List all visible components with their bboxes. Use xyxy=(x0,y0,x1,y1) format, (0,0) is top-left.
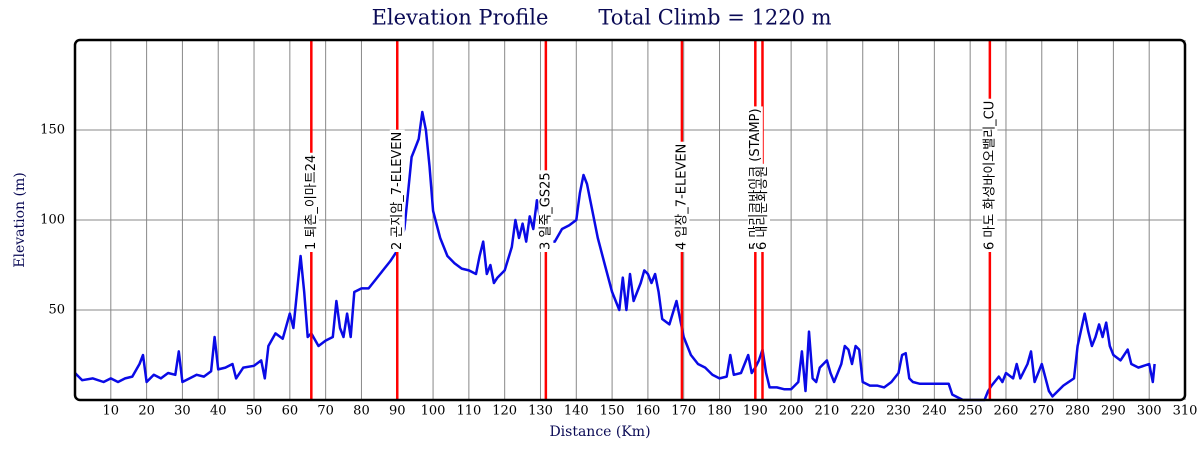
checkpoint-label-group: 6 내리문화공원 xyxy=(755,164,770,252)
x-tick-label: 20 xyxy=(138,404,155,419)
x-tick-label: 310 xyxy=(1173,404,1198,419)
chart-subtitle: Total Climb = 1220 m xyxy=(598,6,831,30)
x-tick-label: 260 xyxy=(994,404,1019,419)
checkpoint-label-group: 3 일죽_GS25 xyxy=(538,170,553,252)
x-tick-label: 160 xyxy=(635,404,660,419)
chart-title: Elevation Profile xyxy=(372,6,549,30)
x-tick-label: 170 xyxy=(671,404,696,419)
x-tick-label: 270 xyxy=(1029,404,1054,419)
x-tick-label: 280 xyxy=(1065,404,1090,419)
y-tick-label: 50 xyxy=(48,303,65,318)
checkpoint-label: 6 마도 화성바이오밸리_CU xyxy=(982,101,997,250)
x-tick-label: 290 xyxy=(1101,404,1126,419)
x-tick-label: 100 xyxy=(421,404,446,419)
x-tick-label: 60 xyxy=(282,404,299,419)
checkpoint-label-group: 4 입장_7-ELEVEN xyxy=(674,142,689,252)
x-tick-label: 40 xyxy=(210,404,227,419)
y-axis-label: Elevation (m) xyxy=(12,172,28,267)
x-tick-label: 90 xyxy=(389,404,406,419)
x-tick-label: 50 xyxy=(246,404,263,419)
x-tick-label: 120 xyxy=(492,404,517,419)
checkpoint-label-group: 6 마도 화성바이오밸리_CU xyxy=(982,99,997,252)
x-tick-label: 300 xyxy=(1137,404,1162,419)
x-tick-label: 30 xyxy=(174,404,191,419)
checkpoint-label-group: 1 퇴촌_이마트24 xyxy=(304,153,319,252)
checkpoint-label-group: 2 곤지암_7-ELEVEN xyxy=(390,130,405,252)
x-tick-label: 140 xyxy=(564,404,589,419)
x-tick-label: 130 xyxy=(528,404,553,419)
y-tick-label: 150 xyxy=(40,123,65,138)
x-tick-label: 110 xyxy=(456,404,481,419)
checkpoint-label: 6 내리문화공원 xyxy=(755,166,770,250)
x-tick-label: 10 xyxy=(103,404,120,419)
x-tick-label: 180 xyxy=(707,404,732,419)
checkpoint-label: 3 일죽_GS25 xyxy=(538,172,553,250)
x-tick-label: 70 xyxy=(317,404,334,419)
x-axis-label: Distance (Km) xyxy=(549,424,650,440)
x-tick-label: 210 xyxy=(815,404,840,419)
y-tick-label: 100 xyxy=(40,213,65,228)
x-tick-label: 240 xyxy=(922,404,947,419)
x-tick-label: 150 xyxy=(600,404,625,419)
x-tick-label: 230 xyxy=(886,404,911,419)
checkpoint-label: 2 곤지암_7-ELEVEN xyxy=(390,132,405,250)
x-tick-label: 220 xyxy=(850,404,875,419)
x-tick-label: 250 xyxy=(958,404,983,419)
x-tick-label: 80 xyxy=(353,404,370,419)
checkpoint-label: 1 퇴촌_이마트24 xyxy=(304,155,319,250)
x-tick-label: 200 xyxy=(779,404,804,419)
checkpoint-label: 4 입장_7-ELEVEN xyxy=(674,144,689,250)
x-tick-label: 190 xyxy=(743,404,768,419)
